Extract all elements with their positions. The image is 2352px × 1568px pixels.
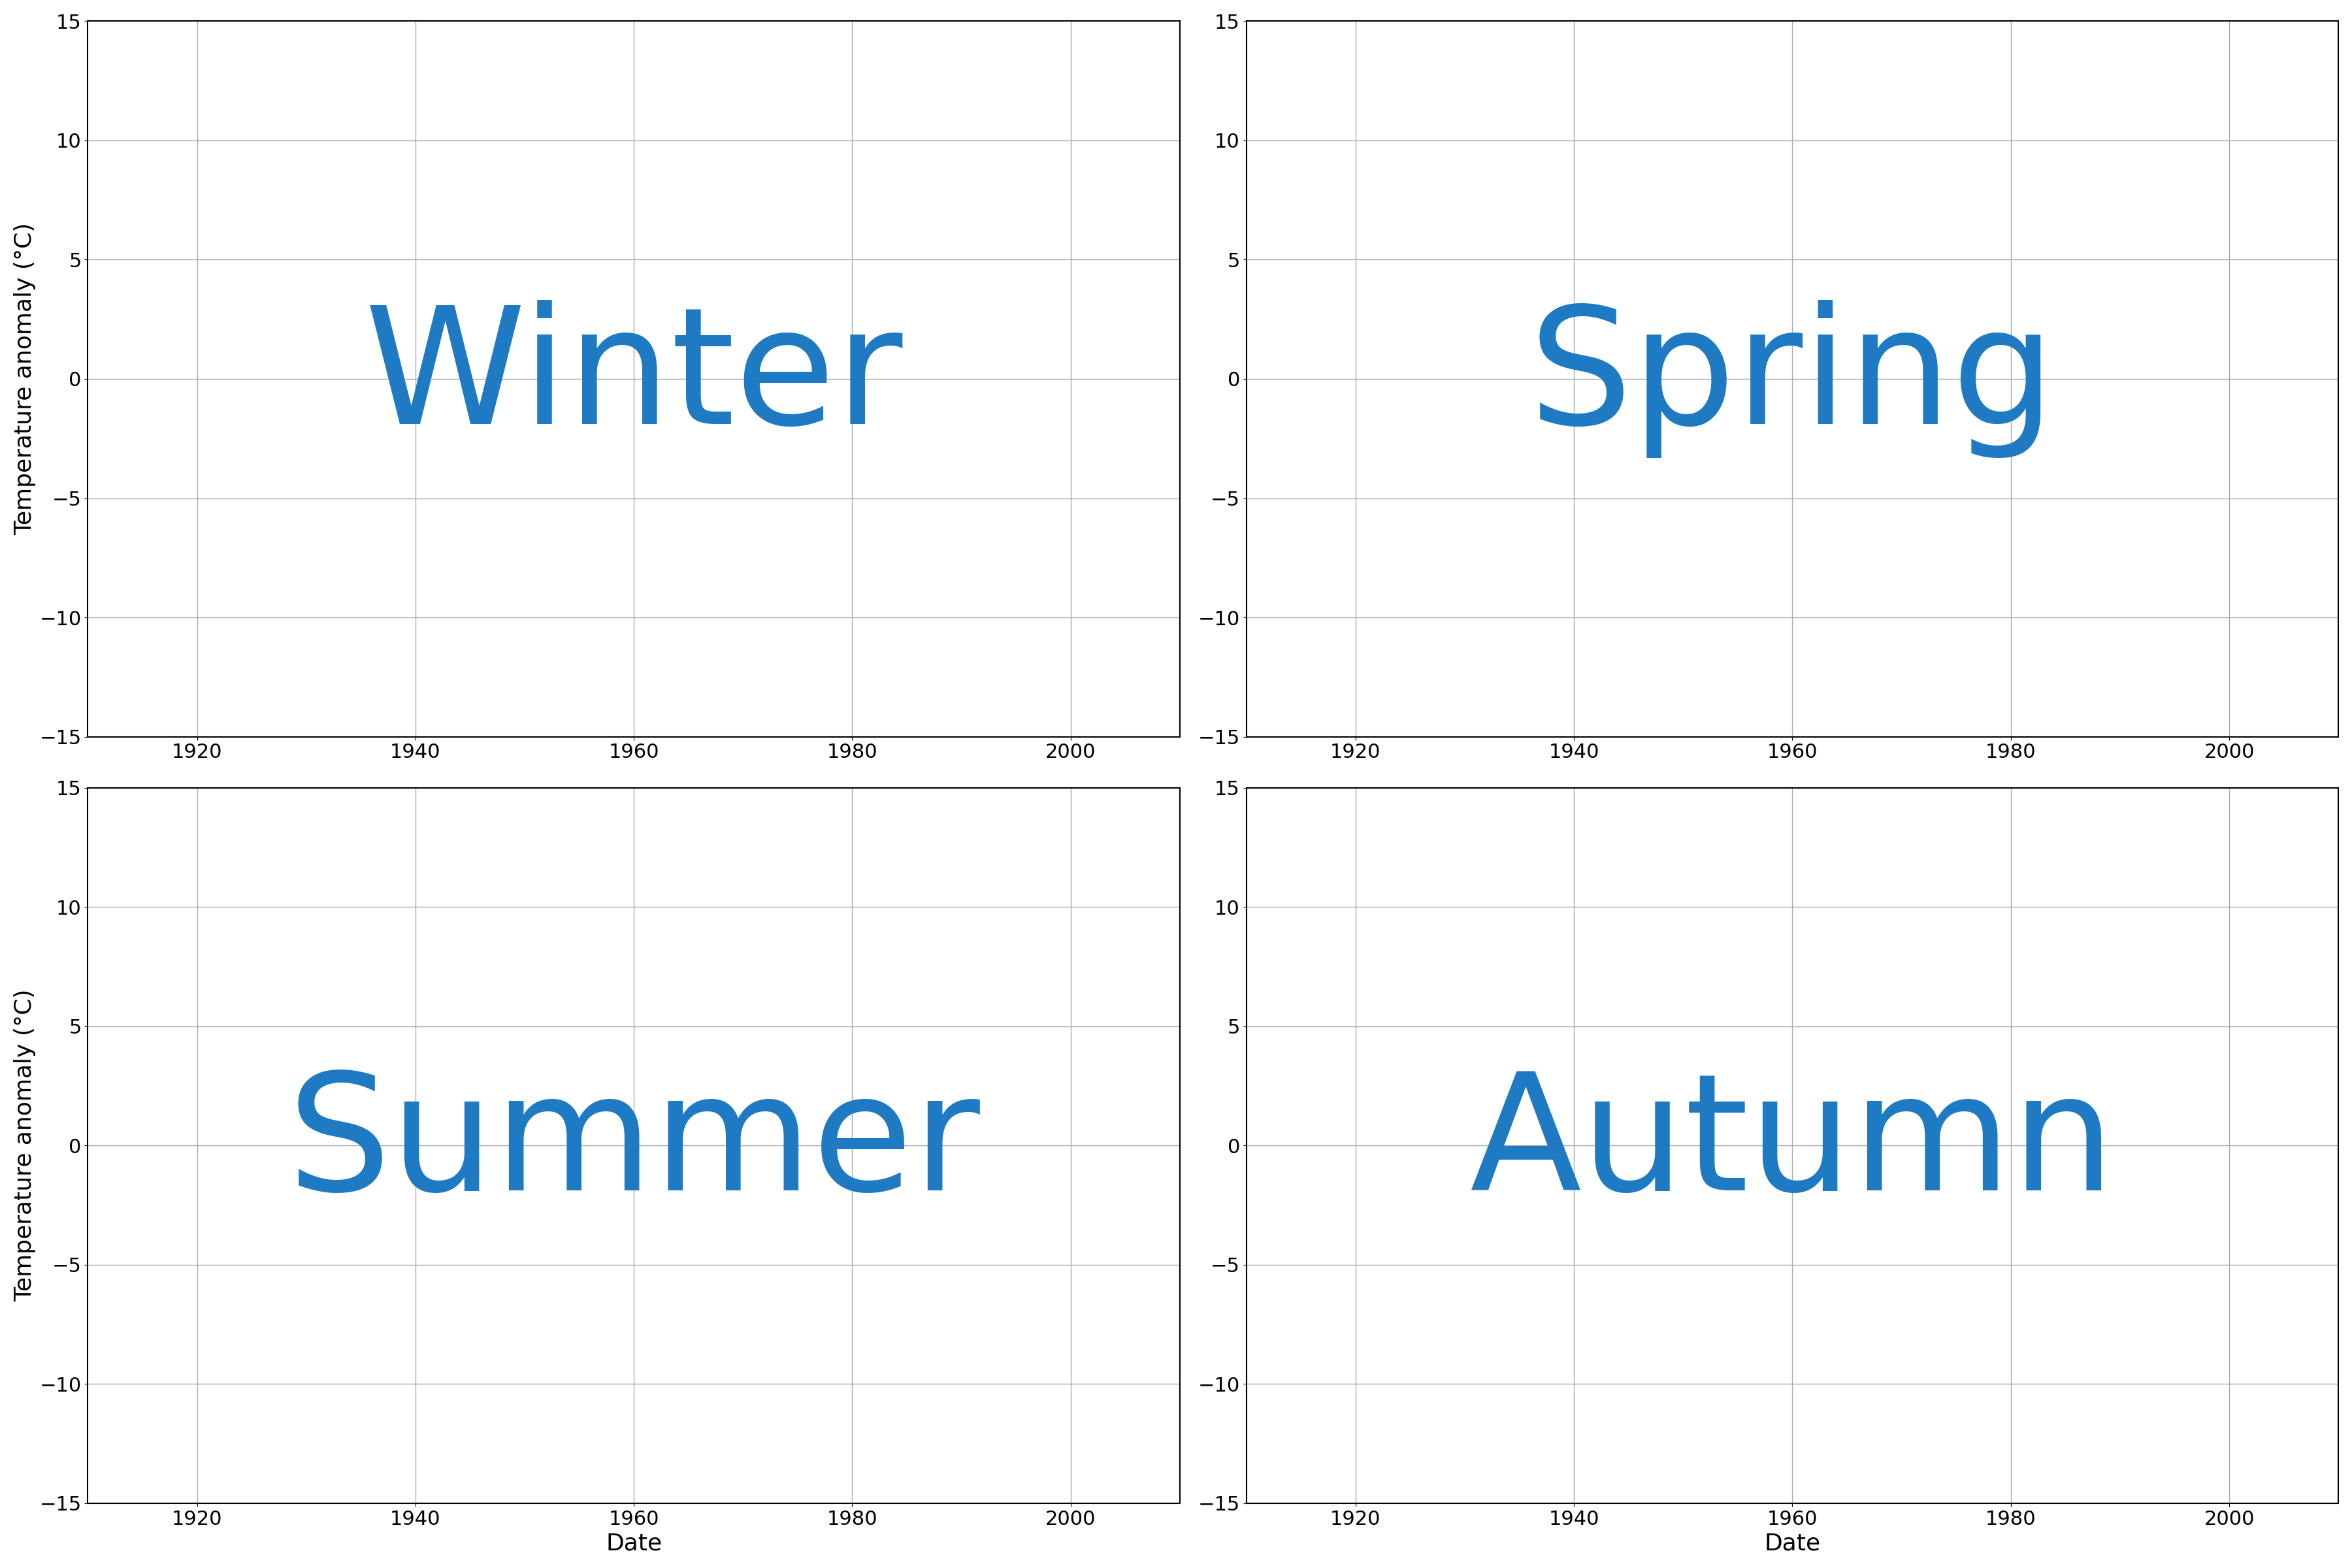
X-axis label: Date: Date xyxy=(607,1532,661,1554)
Text: Autumn: Autumn xyxy=(1470,1066,2114,1225)
Y-axis label: Temperature anomaly (°C): Temperature anomaly (°C) xyxy=(14,989,35,1301)
Text: Winter: Winter xyxy=(365,299,903,458)
X-axis label: Date: Date xyxy=(1764,1532,1820,1554)
Y-axis label: Temperature anomaly (°C): Temperature anomaly (°C) xyxy=(14,223,35,535)
Text: Spring: Spring xyxy=(1529,299,2056,458)
Text: Summer: Summer xyxy=(287,1066,981,1225)
